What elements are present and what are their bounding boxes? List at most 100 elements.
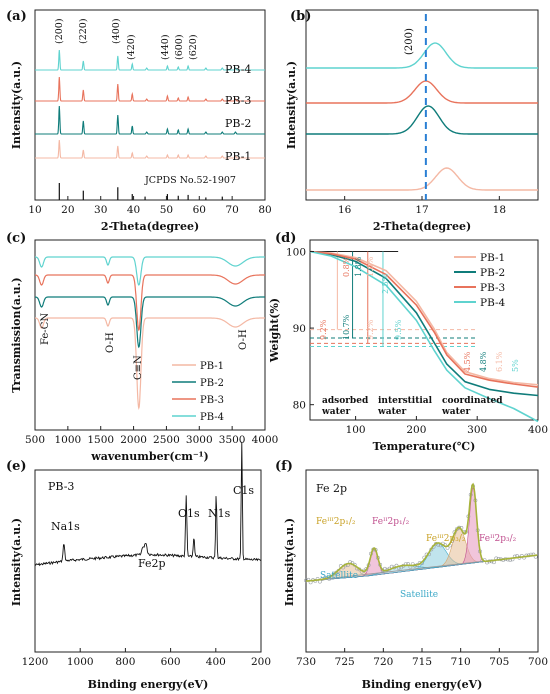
panel-d-mid-step-label-2: 9.2% (366, 319, 375, 340)
panel-a-series-pb-1 (35, 139, 265, 159)
panel-b: (b) (200) 16 17 18 2-Theta(degree) Intensi… (285, 9, 539, 233)
panel-a-legend-pb2: PB-2 (225, 117, 251, 130)
panel-d-series-pb-4 (309, 250, 539, 423)
panel-d-region-adsorbed-2: water (321, 407, 350, 417)
panel-a-peak-200: (200) (54, 18, 65, 44)
panel-f-label-satellite-1: Satellite (320, 571, 358, 581)
panel-c-ticklabel-7: 4000 (252, 434, 279, 446)
panel-f-label-fe2-32: Feᴵᴵ2p₃/₂ (479, 534, 517, 544)
panel-d-series-pb-3 (309, 250, 539, 388)
panel-c-x-ticks: 500 1000 1500 2000 2500 3000 3500 4000 (25, 426, 278, 446)
panel-a-ticklabel-1: 20 (61, 204, 74, 216)
panel-e-ylabel: Intensity(a.u.) (10, 518, 23, 606)
panel-a-ticklabel-3: 40 (127, 204, 140, 216)
panel-d-bottom-step-label-2: 6.1% (495, 351, 504, 372)
panel-d-yticklabel-2: 100 (286, 246, 306, 258)
panel-e-x-ticks: 1200 1000 800 600 400 200 (22, 648, 271, 668)
panel-c-legend-pb2: PB-2 (200, 378, 224, 389)
panel-f-label-fe3-12: Feᴵᴵᴵ2p₁/₂ (316, 517, 356, 527)
panel-d-bottom-step-label-0: 4.5% (463, 351, 472, 372)
panel-d-top-step-label-2: 1.0% (366, 256, 375, 277)
panel-e-peak-na1s: Na1s (51, 520, 80, 533)
panel-f-label-fe2-12: Feᴵᴵ2p₁/₂ (372, 517, 410, 527)
panel-d-region-coordinated-2: water (441, 407, 470, 417)
panel-a-reference-label: JCPDS No.52-1907 (144, 175, 236, 186)
panel-f-fit-components (304, 482, 539, 585)
panel-d-series (309, 250, 539, 423)
panel-c-ylabel: Transmission(a.u.) (10, 277, 23, 392)
panel-c-annotation-oh2: O-H (238, 329, 249, 350)
panel-a-series-pb-2 (35, 105, 265, 135)
panel-a-ticklabel-0: 10 (28, 204, 41, 216)
panel-a-peak-620: (620) (188, 34, 199, 60)
panel-c-legend-pb1: PB-1 (200, 361, 224, 372)
panel-c-annotation-fecn: Fe-CN (40, 313, 51, 345)
panel-e-ticklabel-0: 1200 (22, 656, 49, 668)
panel-c-ticklabel-3: 2000 (120, 434, 147, 446)
panel-b-series (306, 42, 538, 191)
panel-c-frame (34, 239, 266, 431)
panel-d-top-step-label-0: 0.8% (342, 256, 351, 277)
panel-f-ticklabel-5: 705 (489, 656, 509, 668)
panel-f-ticklabel-1: 725 (335, 656, 355, 668)
panel-a-ticklabel-7: 80 (258, 204, 271, 216)
panel-d-xlabel: Temperature(℃) (373, 440, 476, 453)
panel-c-series-pb-3 (35, 274, 265, 332)
panel-a-legend-pb1: PB-1 (225, 150, 251, 163)
panel-f-ticklabel-0: 730 (296, 656, 316, 668)
panel-e-label: (e) (6, 459, 27, 474)
panel-d-ticks: 80 90 100 100 200 300 400 (286, 246, 548, 436)
panel-a: (a) PB-4 PB-3 PB-2 PB-1 JCPDS No.52-1907… (6, 9, 272, 233)
panel-d-legend-pb2: PB-2 (480, 267, 505, 279)
panel-d-legend-pb1: PB-1 (480, 252, 505, 264)
panel-a-peak-440: (440) (160, 34, 171, 60)
panel-d-legend-pb3: PB-3 (480, 282, 505, 294)
panel-d-region-interstitial-2: water (377, 407, 406, 417)
panel-e-peak-fe2p: Fe2p (138, 557, 166, 570)
panel-b-series-pb-4 (306, 42, 538, 69)
panel-b-series-pb-3 (306, 80, 538, 104)
panel-d-bottom-step-label-3: 5% (511, 359, 520, 372)
panel-d-mid-step-label-3: 9.5% (394, 319, 403, 340)
panel-c-xlabel: wavenumber(cm⁻¹) (90, 450, 208, 463)
panel-a-ticklabel-5: 60 (193, 204, 206, 216)
panel-d-ylabel: Weight(%) (268, 298, 281, 363)
panel-c: (c) Fe-CN O-H C≡N O-H PB-1 PB-2 PB-3 PB-… (6, 231, 278, 463)
panel-f-label: (f) (275, 459, 293, 474)
panel-a-ylabel: Intensity(a.u.) (10, 61, 23, 149)
panel-e-ticklabel-5: 200 (251, 656, 271, 668)
panel-d-mid-step-label-1: 10.7% (342, 314, 351, 340)
panel-e-ticklabel-4: 400 (206, 656, 226, 668)
panel-c-legend-pb3: PB-3 (200, 395, 224, 406)
panel-f-label-satellite-2: Satellite (400, 590, 438, 600)
panel-d-xticklabel-2: 300 (467, 424, 487, 436)
panel-f-ticklabel-3: 715 (412, 656, 432, 668)
panel-f-envelope (305, 482, 538, 582)
panel-b-ticklabel-1: 17 (415, 204, 428, 216)
panel-d-yticklabel-1: 90 (293, 323, 306, 335)
panel-d-mid-step-label-0: 9.2% (319, 319, 328, 340)
panel-a-peak-420: (420) (126, 34, 137, 60)
panel-d-xticklabel-0: 100 (346, 424, 366, 436)
panel-a-frame (34, 9, 266, 201)
panel-c-series (35, 256, 265, 410)
panel-e-peak-o1s: O1s (178, 507, 200, 520)
panel-c-ticklabel-1: 1000 (54, 434, 81, 446)
panel-c-label: (c) (6, 231, 26, 246)
panel-a-ticklabel-4: 50 (160, 204, 173, 216)
panel-c-series-pb-1 (35, 317, 265, 410)
panel-e-ticklabel-2: 800 (115, 656, 135, 668)
panel-b-x-ticks: 16 17 18 (338, 196, 506, 216)
panel-d-xticklabel-1: 200 (406, 424, 426, 436)
panel-a-xlabel: 2-Theta(degree) (101, 220, 199, 233)
panel-e-survey-spectrum (34, 441, 262, 567)
panel-d-step-labels: 0.8% 1.8% 1.0% 2.5% 9.2% 10.7% 9.2% 9.5% 4.5% 4.8… (319, 256, 520, 372)
panel-a-legend-pb4: PB-4 (225, 63, 251, 76)
panel-d-legend: PB-1 PB-2 PB-3 PB-4 (454, 252, 506, 309)
panel-c-ticklabel-5: 3000 (186, 434, 213, 446)
panel-e-title: PB-3 (48, 480, 74, 493)
panel-a-peak-600: (600) (174, 34, 185, 60)
panel-c-annotation-oh1: O-H (105, 332, 116, 353)
panel-f-title: Fe 2p (316, 482, 347, 495)
